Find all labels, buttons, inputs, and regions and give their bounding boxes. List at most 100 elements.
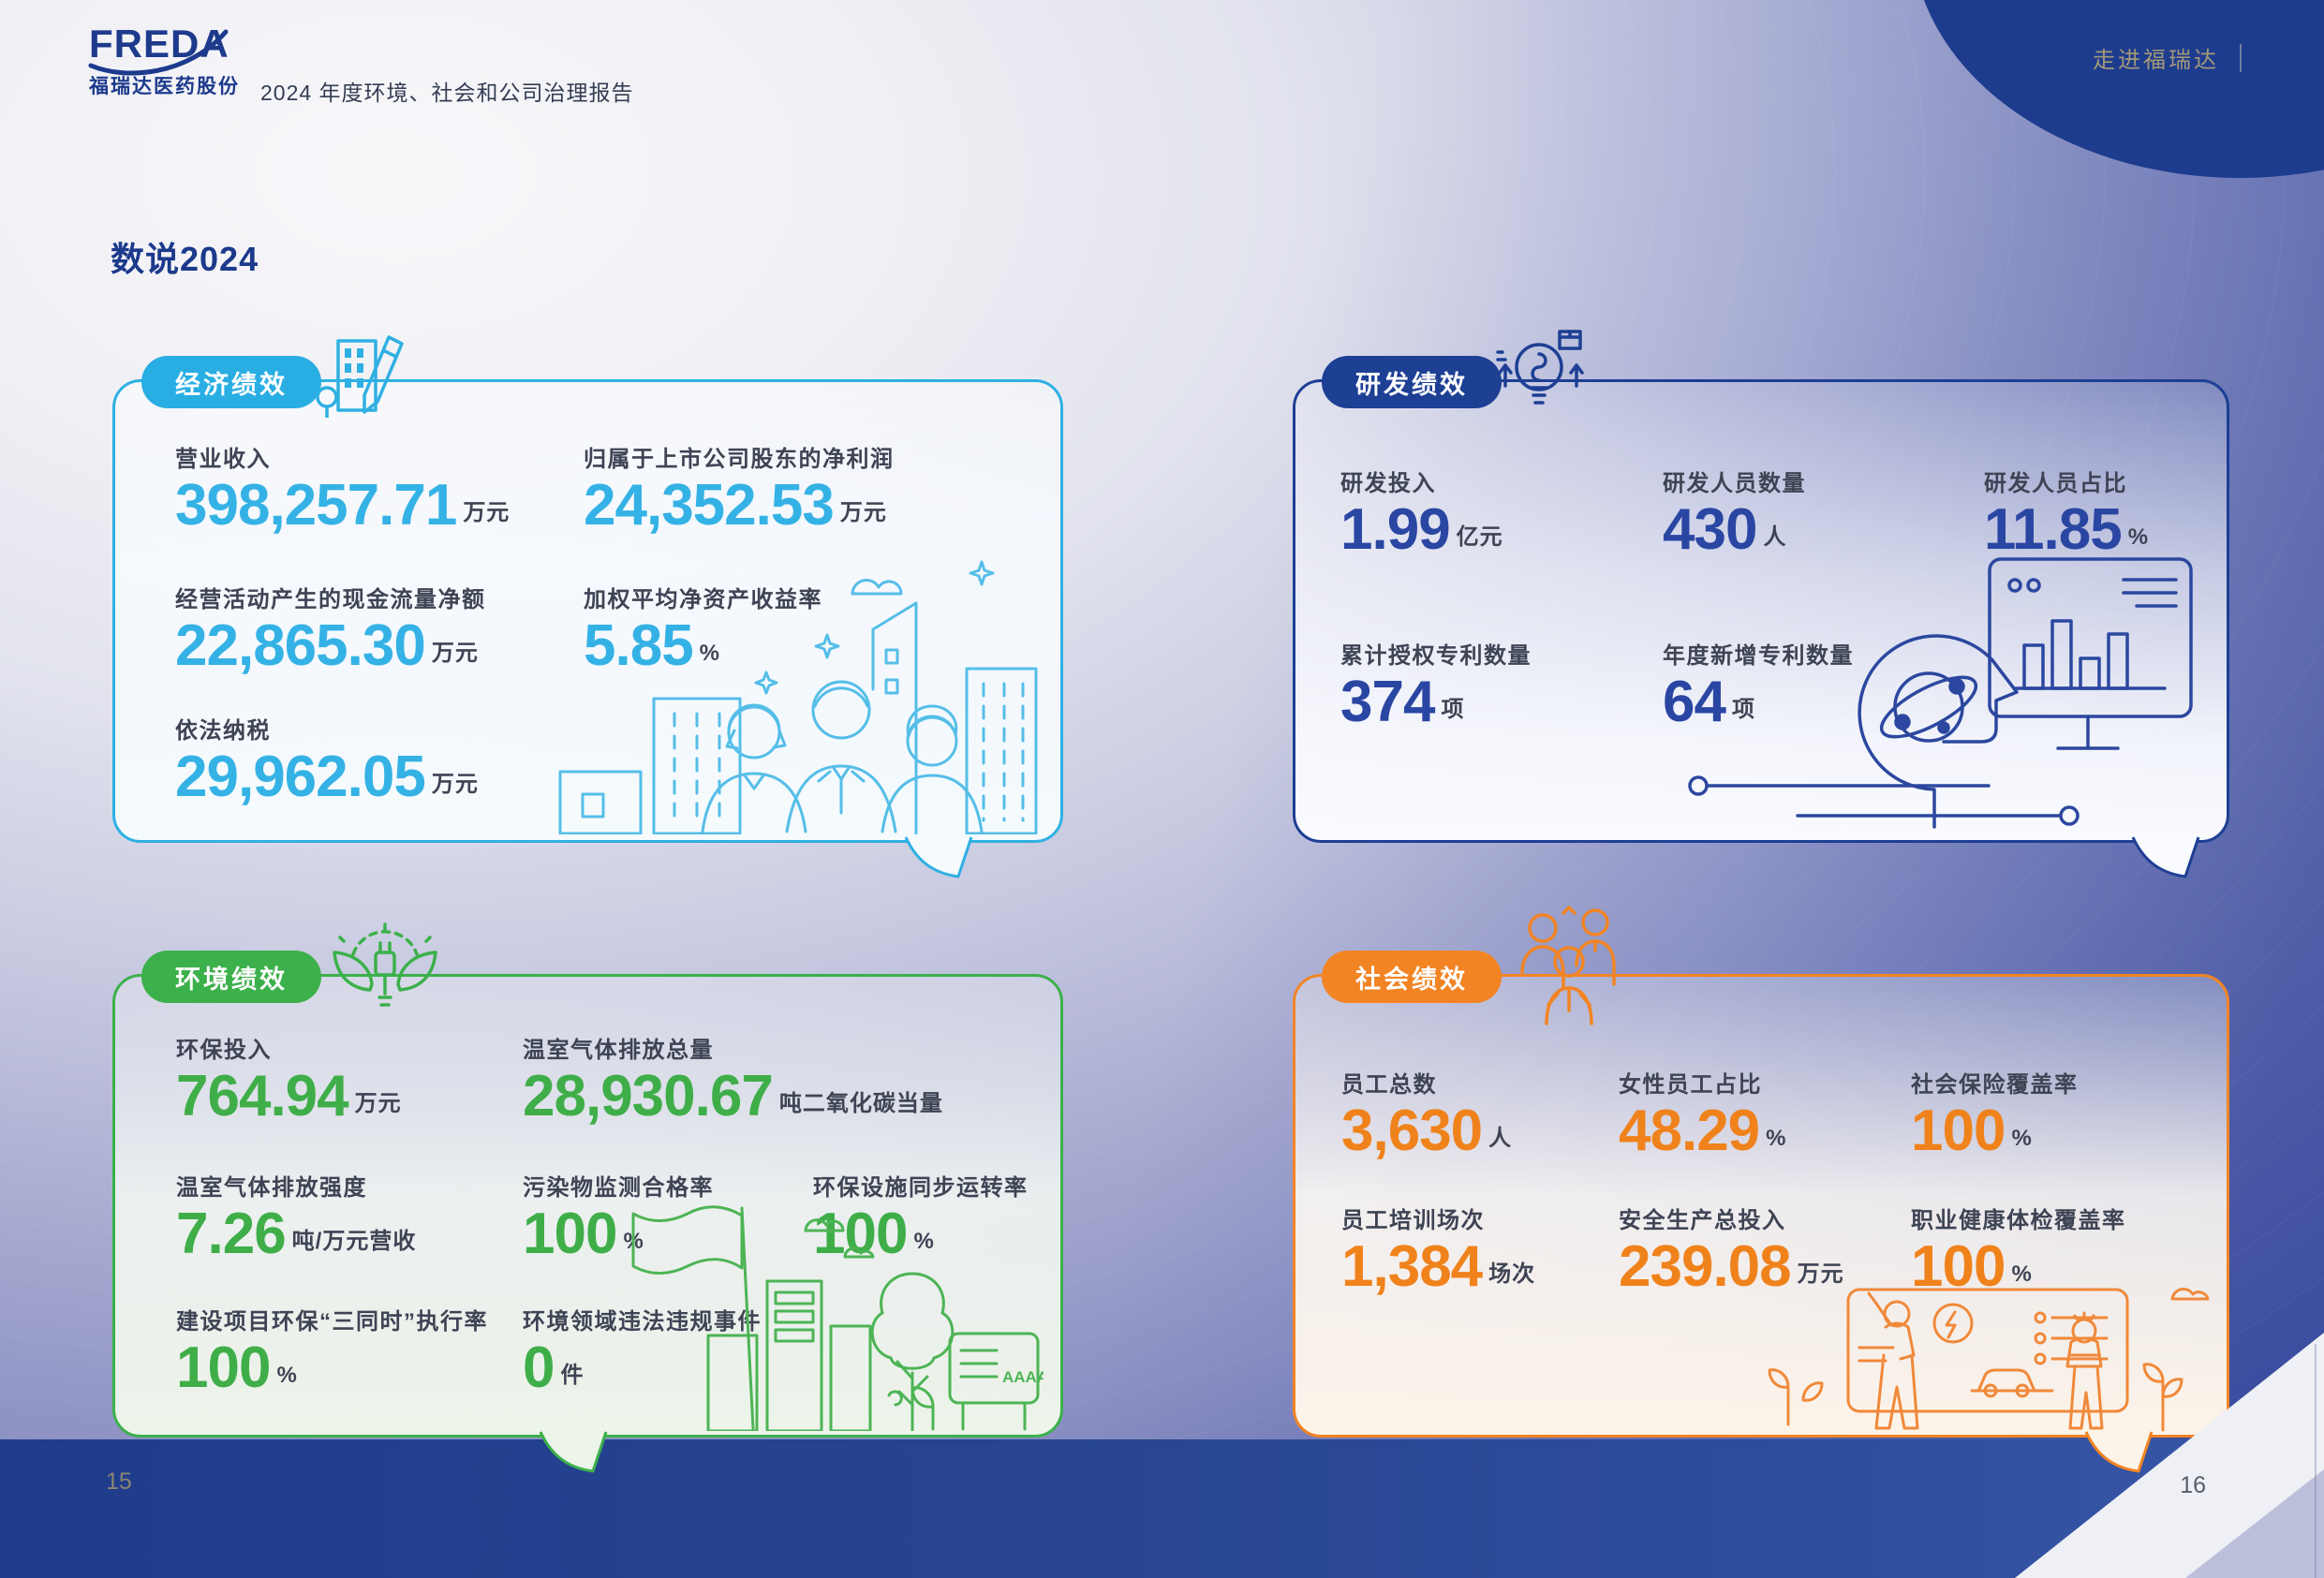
- metric-unit: 吨二氧化碳当量: [778, 1091, 943, 1117]
- social-performance-card: 社会绩效 员工总数 3,630 人 女性员工占比 48.29% 社会保险覆盖率 1…: [1293, 906, 2229, 1473]
- page-number-right: 16: [2180, 1472, 2206, 1498]
- metric-rnd-staff: 研发人员数量 430 人: [1663, 465, 1806, 560]
- metric-label: 经营活动产生的现金流量净额: [175, 587, 486, 612]
- metric-unit: 万元: [354, 1091, 402, 1117]
- metric-value: 5.85: [584, 613, 694, 678]
- metric-value: 398,257.71: [175, 473, 457, 538]
- metric-value: 22,865.30: [175, 613, 426, 678]
- metric-value: 239.08: [1619, 1234, 1792, 1299]
- metric-health-check-coverage: 职业健康体检覆盖率 100%: [1911, 1202, 2126, 1297]
- corner-nav-label: 走进福瑞达: [2093, 48, 2219, 73]
- freda-logo-text: FREDA: [89, 22, 229, 66]
- metric-safety-investment: 安全生产总投入 239.08 万元: [1619, 1202, 1844, 1297]
- metric-value: 764.94: [176, 1064, 349, 1128]
- metric-value: 24,352.53: [584, 473, 835, 538]
- metric-value: 1,384: [1341, 1234, 1483, 1299]
- metric-label: 加权平均净资产收益率: [584, 587, 822, 612]
- report-title: 2024 年度环境、社会和公司治理报告: [260, 81, 634, 105]
- metric-unit: 吨/万元营收: [291, 1229, 417, 1255]
- page-edge-line: [2315, 1344, 2317, 1578]
- corner-nav: 走进福瑞达: [2093, 41, 2242, 74]
- page-title: 数说2024: [111, 240, 259, 278]
- metric-value: 64: [1663, 670, 1726, 734]
- metric-cash-flow: 经营活动产生的现金流量净额 22,865.30 万元: [175, 581, 486, 676]
- metric-label: 温室气体排放总量: [523, 1038, 714, 1063]
- metric-training-sessions: 员工培训场次 1,384 场次: [1341, 1202, 1535, 1297]
- environment-performance-card: 环境绩效 环保投入 764.94 万元 温室气体排放总量 28,930.67 吨二氧…: [112, 922, 1063, 1473]
- metric-value: 11.85: [1984, 497, 2123, 562]
- metric-unit: 万元: [463, 500, 511, 526]
- innovation-bulb-icon: [1496, 330, 1584, 405]
- metric-label: 建设项目环保“三同时”执行率: [176, 1309, 488, 1335]
- metric-insurance-coverage: 社会保险覆盖率 100%: [1911, 1066, 2079, 1161]
- metric-label: 环保投入: [176, 1038, 272, 1063]
- bottom-blue-band: [0, 1439, 2324, 1578]
- metric-label: 员工培训场次: [1341, 1208, 1485, 1233]
- green-city-flag-illustration: AAAA: [631, 1205, 1044, 1431]
- metric-label: 环保设施同步运转率: [813, 1175, 1029, 1201]
- metric-unit: 人: [1763, 524, 1787, 551]
- metric-unit: 项: [1731, 697, 1755, 723]
- metric-label: 年度新增专利数量: [1663, 643, 1854, 669]
- metric-value: 374: [1340, 670, 1435, 734]
- economic-card-tail: [904, 836, 973, 878]
- page-number-left: 15: [106, 1468, 132, 1495]
- metric-patents-new: 年度新增专利数量 64 项: [1663, 637, 1854, 732]
- metric-roe: 加权平均净资产收益率 5.85%: [584, 581, 822, 676]
- metric-value: 29,962.05: [175, 745, 426, 809]
- rnd-badge: 研发绩效: [1322, 356, 1502, 408]
- social-badge: 社会绩效: [1322, 951, 1502, 1003]
- metric-net-profit: 归属于上市公司股东的净利润 24,352.53 万元: [584, 440, 895, 536]
- metric-value: 100: [523, 1202, 617, 1266]
- metric-label: 研发人员数量: [1663, 471, 1806, 496]
- metric-value: 100: [176, 1335, 271, 1400]
- metric-unit: %: [2011, 1261, 2033, 1288]
- metric-pollution-pass-rate: 污染物监测合格率 100%: [523, 1169, 714, 1264]
- freda-logo: FREDA 福瑞达医药股份: [88, 22, 240, 99]
- metric-unit: %: [2011, 1126, 2033, 1152]
- metric-env-investment: 环保投入 764.94 万元: [176, 1031, 402, 1127]
- metric-value: 3,630: [1341, 1099, 1483, 1163]
- metric-unit: %: [1766, 1126, 1787, 1152]
- metric-three-simultaneous: 建设项目环保“三同时”执行率 100%: [176, 1303, 488, 1398]
- metric-label: 研发人员占比: [1984, 471, 2127, 496]
- metric-patents-total: 累计授权专利数量 374 项: [1340, 637, 1532, 732]
- rnd-performance-card: 研发绩效 研发投入 1.99 亿元 研发人员数量 430 人 研发人员占比 11.8…: [1293, 330, 2229, 878]
- aaaa-sign-text: AAAA: [1002, 1368, 1044, 1386]
- eco-plug-leaves-icon: [333, 922, 437, 1007]
- metric-unit: 场次: [1488, 1261, 1536, 1288]
- environment-card-tail: [539, 1431, 608, 1473]
- metric-value: 100: [1911, 1234, 2006, 1299]
- metric-facility-rate: 环保设施同步运转率 100%: [813, 1169, 1029, 1264]
- metric-unit: 人: [1488, 1126, 1513, 1152]
- metric-value: 430: [1663, 497, 1757, 562]
- metric-value: 100: [1911, 1099, 2006, 1163]
- metric-unit: 万元: [1797, 1261, 1844, 1288]
- metric-ghg-intensity: 温室气体排放强度 7.26 吨/万元营收: [176, 1169, 416, 1264]
- economic-performance-card: 经济绩效 营业收入 398,257.71 万元 归属于上市公司股东的净利润 24,…: [112, 335, 1063, 878]
- metric-unit: 万元: [839, 500, 887, 526]
- corner-nav-divider: [2240, 43, 2242, 72]
- metric-unit: 万元: [431, 641, 479, 667]
- metric-value: 7.26: [176, 1202, 287, 1266]
- metric-female-ratio: 女性员工占比 48.29%: [1619, 1066, 1787, 1161]
- metric-revenue: 营业收入 398,257.71 万元: [175, 440, 510, 536]
- metric-value: 0: [523, 1335, 555, 1400]
- metric-label: 社会保险覆盖率: [1911, 1072, 2079, 1098]
- ai-head-monitor-illustration: [1688, 557, 2193, 829]
- metric-label: 环境领域违法违规事件: [523, 1309, 762, 1335]
- metric-ghg-total: 温室气体排放总量 28,930.67 吨二氧化碳当量: [523, 1031, 943, 1127]
- metric-tax: 依法纳税 29,962.05 万元: [175, 712, 479, 807]
- metric-unit: 亿元: [1456, 524, 1503, 551]
- city-people-illustration: [558, 560, 1038, 834]
- metric-unit: %: [913, 1229, 935, 1255]
- metric-rnd-investment: 研发投入 1.99 亿元: [1340, 465, 1503, 560]
- metric-label: 温室气体排放强度: [176, 1175, 367, 1201]
- building-pencil-icon: [316, 335, 404, 418]
- metric-value: 48.29: [1619, 1099, 1760, 1163]
- people-group-icon: [1520, 906, 1616, 1025]
- metric-unit: 项: [1441, 697, 1465, 723]
- metric-label: 污染物监测合格率: [523, 1175, 714, 1201]
